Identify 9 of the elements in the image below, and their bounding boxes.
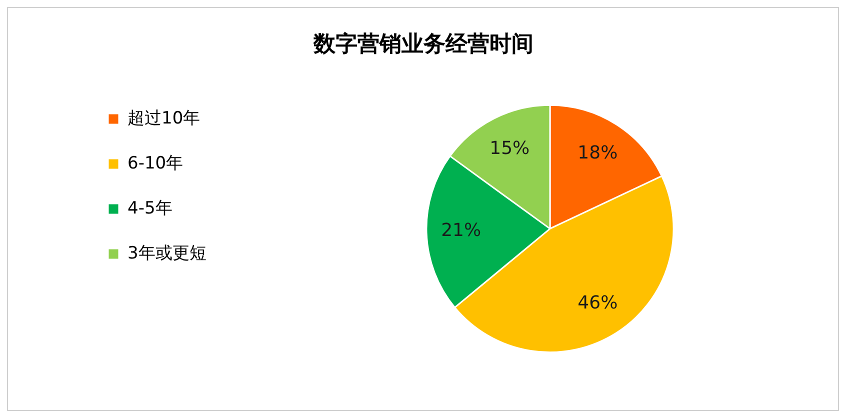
- data-label: 18%: [578, 142, 618, 164]
- data-label: 15%: [490, 138, 530, 160]
- legend-label: 3年或更短: [128, 243, 206, 264]
- data-label: 46%: [578, 292, 618, 314]
- data-label: 21%: [441, 220, 482, 242]
- legend-label: 4-5年: [128, 198, 172, 218]
- legend-label: 6-10年: [128, 153, 184, 174]
- legend-label: 超过10年: [128, 108, 200, 128]
- chart-title: 数字营销业务经营时间: [312, 30, 534, 57]
